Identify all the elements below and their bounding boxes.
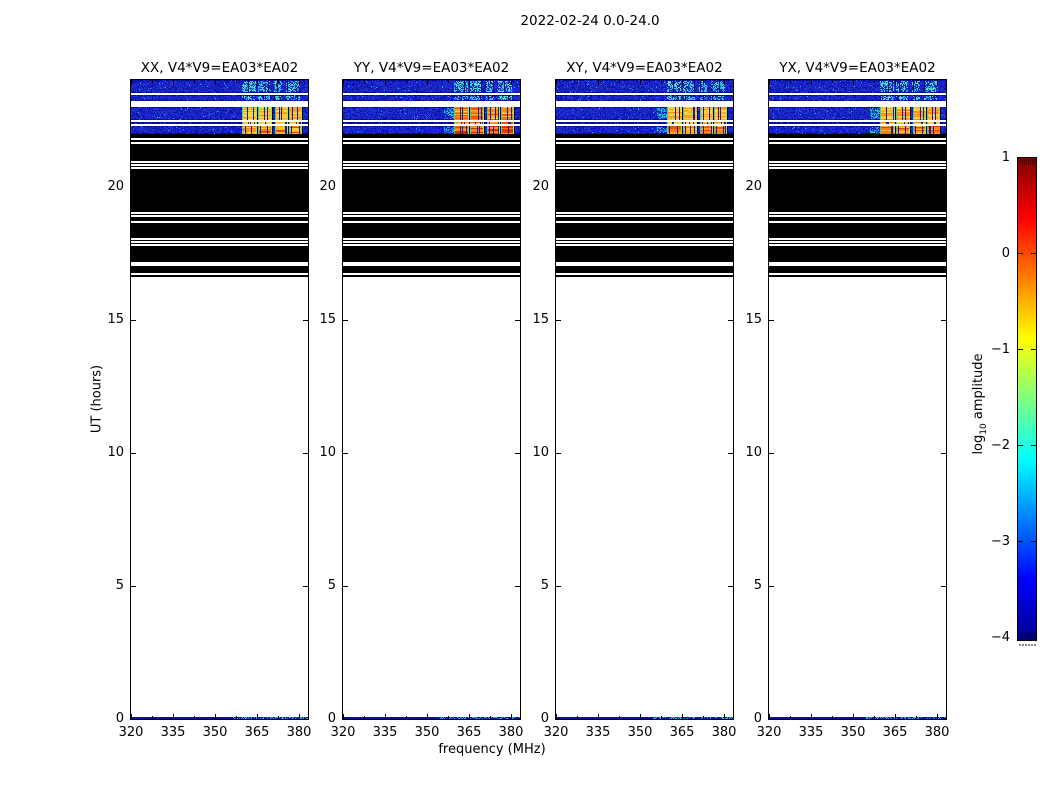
y-tick-label: 5 — [115, 577, 124, 593]
colorbar-extend-dot — [1034, 644, 1036, 646]
x-tick-label: 380 — [286, 725, 312, 740]
x-tick-label: 365 — [456, 725, 482, 740]
spectrogram-canvas-yy — [343, 80, 520, 719]
x-tick-label: 335 — [160, 725, 186, 740]
colorbar-saturation-hatch — [1024, 632, 1025, 639]
colorbar-tick-mark — [1018, 541, 1023, 542]
x-tick-label: 335 — [585, 725, 611, 740]
colorbar-tick-mark — [1031, 445, 1036, 446]
y-tick-label: 5 — [327, 577, 336, 593]
spectrogram-canvas-yx — [769, 80, 946, 719]
colorbar-saturation-hatch — [1034, 632, 1035, 639]
colorbar-tick-mark — [1031, 253, 1036, 254]
x-tick-label: 320 — [118, 725, 144, 740]
colorbar-tick-label: −4 — [990, 630, 1010, 645]
colorbar-tick-mark — [1018, 349, 1023, 350]
y-tick-label: 0 — [115, 711, 124, 726]
y-tick-label: 0 — [753, 711, 762, 726]
spectrogram-panel-yy — [342, 79, 521, 720]
y-tick-label: 0 — [540, 711, 549, 726]
colorbar-saturation-hatch — [1028, 159, 1029, 165]
y-tick-label: 10 — [107, 444, 124, 460]
x-tick-label: 380 — [924, 725, 950, 740]
colorbar-extend-dot — [1022, 644, 1024, 646]
x-tick-label: 335 — [798, 725, 824, 740]
x-tick-label: 350 — [627, 725, 653, 740]
y-tick-label: 15 — [107, 311, 124, 327]
colorbar-extend-dot — [1028, 644, 1030, 646]
colorbar-tick-mark — [1031, 349, 1036, 350]
panel-title-yx: YX, V4*V9=EA03*EA02 — [779, 60, 936, 76]
x-axis-label: frequency (MHz) — [438, 742, 546, 757]
y-tick-label: 20 — [107, 178, 124, 194]
y-tick-label: 0 — [327, 711, 336, 726]
colorbar-saturation-hatch — [1030, 159, 1031, 165]
panel-title-xx: XX, V4*V9=EA03*EA02 — [140, 60, 299, 76]
y-tick-label: 10 — [745, 444, 762, 460]
colorbar-saturation-hatch — [1034, 159, 1035, 165]
colorbar-saturation-hatch — [1032, 159, 1033, 165]
figure-title: 2022-02-24 0.0-24.0 — [520, 13, 660, 29]
spectrogram-panel-xy — [555, 79, 734, 720]
colorbar-gradient — [1018, 158, 1036, 640]
colorbar-extend-dot — [1019, 644, 1021, 646]
x-tick-label: 380 — [498, 725, 524, 740]
x-tick-label: 380 — [711, 725, 737, 740]
spectrogram-panel-yx — [768, 79, 947, 720]
colorbar-saturation-hatch — [1032, 632, 1033, 639]
colorbar — [1017, 157, 1037, 641]
y-tick-label: 5 — [753, 577, 762, 593]
x-tick-label: 320 — [543, 725, 569, 740]
colorbar-tick-label: −3 — [990, 534, 1010, 549]
colorbar-tick-mark — [1018, 445, 1023, 446]
x-tick-label: 320 — [330, 725, 356, 740]
y-tick-label: 15 — [532, 311, 549, 327]
y-tick-label: 15 — [745, 311, 762, 327]
x-tick-label: 335 — [372, 725, 398, 740]
y-tick-label: 20 — [532, 178, 549, 194]
x-tick-label: 350 — [840, 725, 866, 740]
y-tick-label: 15 — [319, 311, 336, 327]
x-tick-label: 350 — [202, 725, 228, 740]
y-tick-label: 10 — [319, 444, 336, 460]
spectrogram-canvas-xx — [131, 80, 308, 719]
colorbar-saturation-hatch — [1024, 159, 1025, 165]
x-tick-label: 320 — [756, 725, 782, 740]
x-tick-label: 365 — [669, 725, 695, 740]
colorbar-extend-dot — [1025, 644, 1027, 646]
colorbar-saturation-hatch — [1022, 159, 1023, 165]
colorbar-saturation-hatch — [1026, 632, 1027, 639]
y-axis-label: UT (hours) — [89, 364, 105, 434]
y-tick-label: 5 — [540, 577, 549, 593]
colorbar-tick-mark — [1031, 541, 1036, 542]
spectrogram-canvas-xy — [556, 80, 733, 719]
colorbar-saturation-hatch — [1030, 632, 1031, 639]
y-tick-label: 20 — [745, 178, 762, 194]
x-tick-label: 365 — [244, 725, 270, 740]
spectrogram-panel-xx — [130, 79, 309, 720]
colorbar-label-subscript: 10 — [978, 423, 989, 435]
colorbar-extend-dot — [1031, 644, 1033, 646]
colorbar-saturation-hatch — [1020, 159, 1021, 165]
x-tick-label: 365 — [882, 725, 908, 740]
panel-title-xy: XY, V4*V9=EA03*EA02 — [566, 60, 723, 76]
colorbar-tick-label: −2 — [990, 438, 1010, 453]
colorbar-saturation-hatch — [1028, 632, 1029, 639]
colorbar-saturation-hatch — [1020, 632, 1021, 639]
y-tick-label: 10 — [532, 444, 549, 460]
colorbar-saturation-hatch — [1022, 632, 1023, 639]
x-tick-label: 350 — [414, 725, 440, 740]
colorbar-saturation-hatch — [1026, 159, 1027, 165]
y-tick-label: 20 — [319, 178, 336, 194]
colorbar-tick-label: −1 — [990, 342, 1010, 357]
colorbar-tick-label: 1 — [1001, 150, 1010, 165]
colorbar-label-suffix: amplitude — [971, 353, 987, 424]
colorbar-tick-mark — [1018, 253, 1023, 254]
panel-title-yy: YY, V4*V9=EA03*EA02 — [353, 60, 510, 76]
colorbar-tick-label: 0 — [1001, 246, 1010, 261]
